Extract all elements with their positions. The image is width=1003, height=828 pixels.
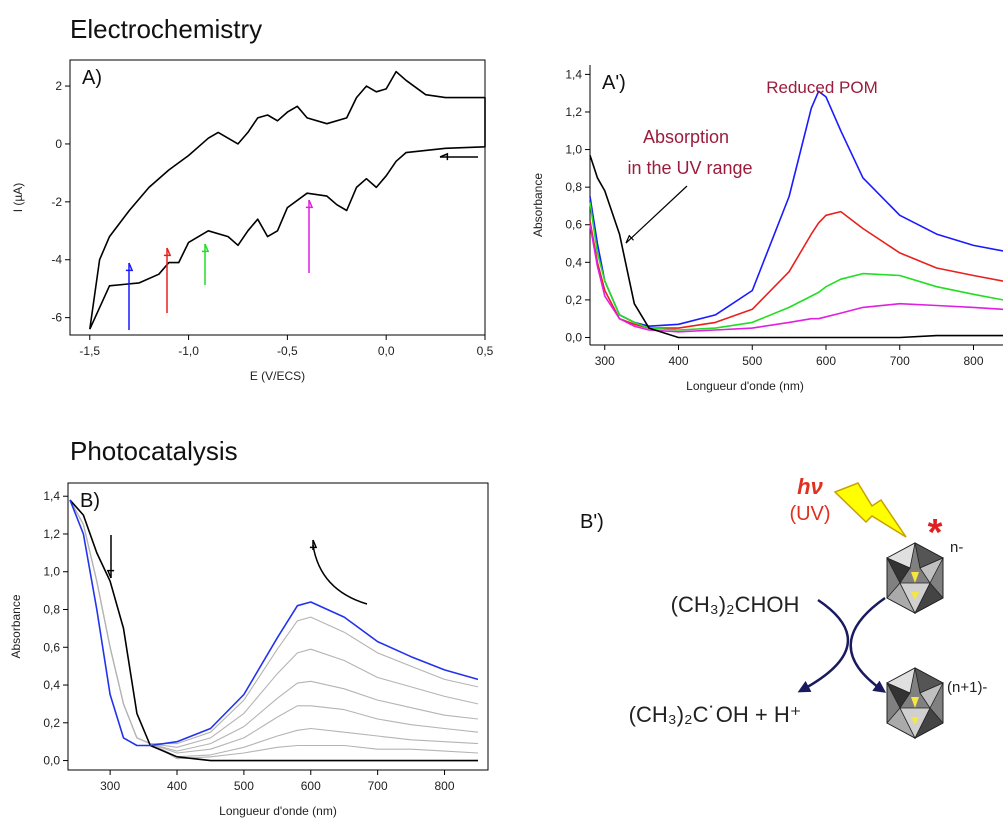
data-line	[69, 499, 479, 745]
light-symbol: hν	[797, 474, 823, 499]
data-line	[69, 499, 479, 747]
light-bolt	[833, 482, 907, 538]
arrow-head	[163, 247, 172, 257]
panel-label: B)	[80, 490, 100, 512]
pom-cluster	[886, 542, 944, 614]
y-tick-label: 1,4	[43, 489, 60, 503]
x-axis-label: Longueur d'onde (nm)	[686, 379, 804, 393]
panel-label: A)	[82, 67, 102, 89]
data-line	[69, 499, 479, 752]
x-tick-label: -1,5	[79, 344, 100, 358]
light-source: (UV)	[789, 503, 830, 525]
arrow	[312, 544, 368, 605]
section-title: Electrochemistry	[70, 14, 262, 44]
y-tick-label: 0,8	[565, 180, 582, 194]
x-tick-label: 800	[963, 354, 983, 368]
x-tick-label: 400	[167, 779, 187, 793]
section-title: Photocatalysis	[70, 436, 238, 466]
data-line	[69, 499, 479, 758]
y-tick-label: 0,0	[565, 330, 582, 344]
arrow-head	[625, 234, 634, 244]
x-tick-label: 0,5	[477, 344, 494, 358]
y-tick-label: 0,8	[43, 603, 60, 617]
plot-frame	[67, 482, 489, 771]
y-axis-label: I (µA)	[11, 183, 25, 213]
y-tick-label: 0,6	[565, 218, 582, 232]
x-axis-label: E (V/ECS)	[250, 369, 305, 383]
data-line	[589, 154, 1003, 339]
y-tick-label: 0,2	[43, 716, 60, 730]
y-tick-label: 0	[55, 137, 62, 151]
y-tick-label: 1,4	[565, 67, 582, 81]
excited-mark: *	[928, 512, 943, 554]
panel-label: A')	[602, 72, 626, 94]
x-tick-label: 400	[668, 354, 688, 368]
y-tick-label: 0,4	[565, 255, 582, 269]
y-tick-label: 2	[55, 79, 62, 93]
reactant: (CH₃)₂CHOH	[671, 592, 800, 617]
panel-label: B')	[580, 511, 604, 533]
x-tick-label: 700	[890, 354, 910, 368]
scheme: B') hν (UV) * n- (n+1)- (CH₃)₂CHOH (CH₃)…	[580, 474, 987, 739]
y-axis-label: Absorbance	[531, 173, 545, 237]
y-tick-label: 1,0	[565, 143, 582, 157]
x-tick-label: 500	[234, 779, 254, 793]
data-line	[69, 499, 479, 760]
reaction-arrow	[797, 598, 850, 693]
annotation: in the UV range	[627, 158, 752, 178]
arrow-head	[439, 152, 449, 161]
y-tick-label: -2	[51, 195, 62, 209]
plot-frame	[69, 59, 486, 336]
x-tick-label: 600	[816, 354, 836, 368]
arrow-head	[125, 262, 134, 272]
x-tick-label: 600	[301, 779, 321, 793]
y-tick-label: 0,4	[43, 678, 60, 692]
x-tick-label: 300	[595, 354, 615, 368]
arrow-head	[106, 569, 115, 579]
arrow	[625, 185, 688, 244]
x-tick-label: 0,0	[378, 344, 395, 358]
x-tick-label: -0,5	[277, 344, 298, 358]
data-line	[69, 499, 478, 762]
y-axis-label: Absorbance	[9, 594, 23, 658]
y-tick-label: 0,2	[565, 293, 582, 307]
y-tick-label: 1,0	[43, 565, 60, 579]
y-tick-label: 1,2	[565, 105, 582, 119]
arrow-head	[305, 199, 314, 209]
data-line	[69, 499, 479, 748]
x-tick-label: 500	[742, 354, 762, 368]
x-tick-label: 300	[100, 779, 120, 793]
charge: n-	[950, 539, 963, 556]
x-axis-label: Longueur d'onde (nm)	[219, 804, 337, 818]
annotation: Absorption	[643, 127, 729, 147]
arrow-head	[201, 243, 210, 253]
pom-cluster	[886, 667, 944, 739]
data-line	[89, 70, 486, 330]
data-line	[589, 210, 1003, 329]
x-tick-label: 800	[435, 779, 455, 793]
y-tick-label: -6	[51, 311, 62, 325]
data-line	[589, 202, 1003, 331]
arrow-head	[309, 539, 318, 549]
products: (CH₃)₂C˙OH + H⁺	[629, 702, 802, 727]
charge: (n+1)-	[947, 679, 987, 696]
y-tick-label: 0,0	[43, 754, 60, 768]
y-tick-label: 1,2	[43, 527, 60, 541]
y-tick-label: -4	[51, 253, 62, 267]
y-tick-label: 0,6	[43, 640, 60, 654]
annotation: Reduced POM	[766, 78, 878, 97]
data-line	[589, 224, 1003, 333]
x-tick-label: 700	[368, 779, 388, 793]
x-tick-label: -1,0	[178, 344, 199, 358]
data-line	[69, 499, 479, 754]
reaction-arrow	[849, 596, 887, 693]
